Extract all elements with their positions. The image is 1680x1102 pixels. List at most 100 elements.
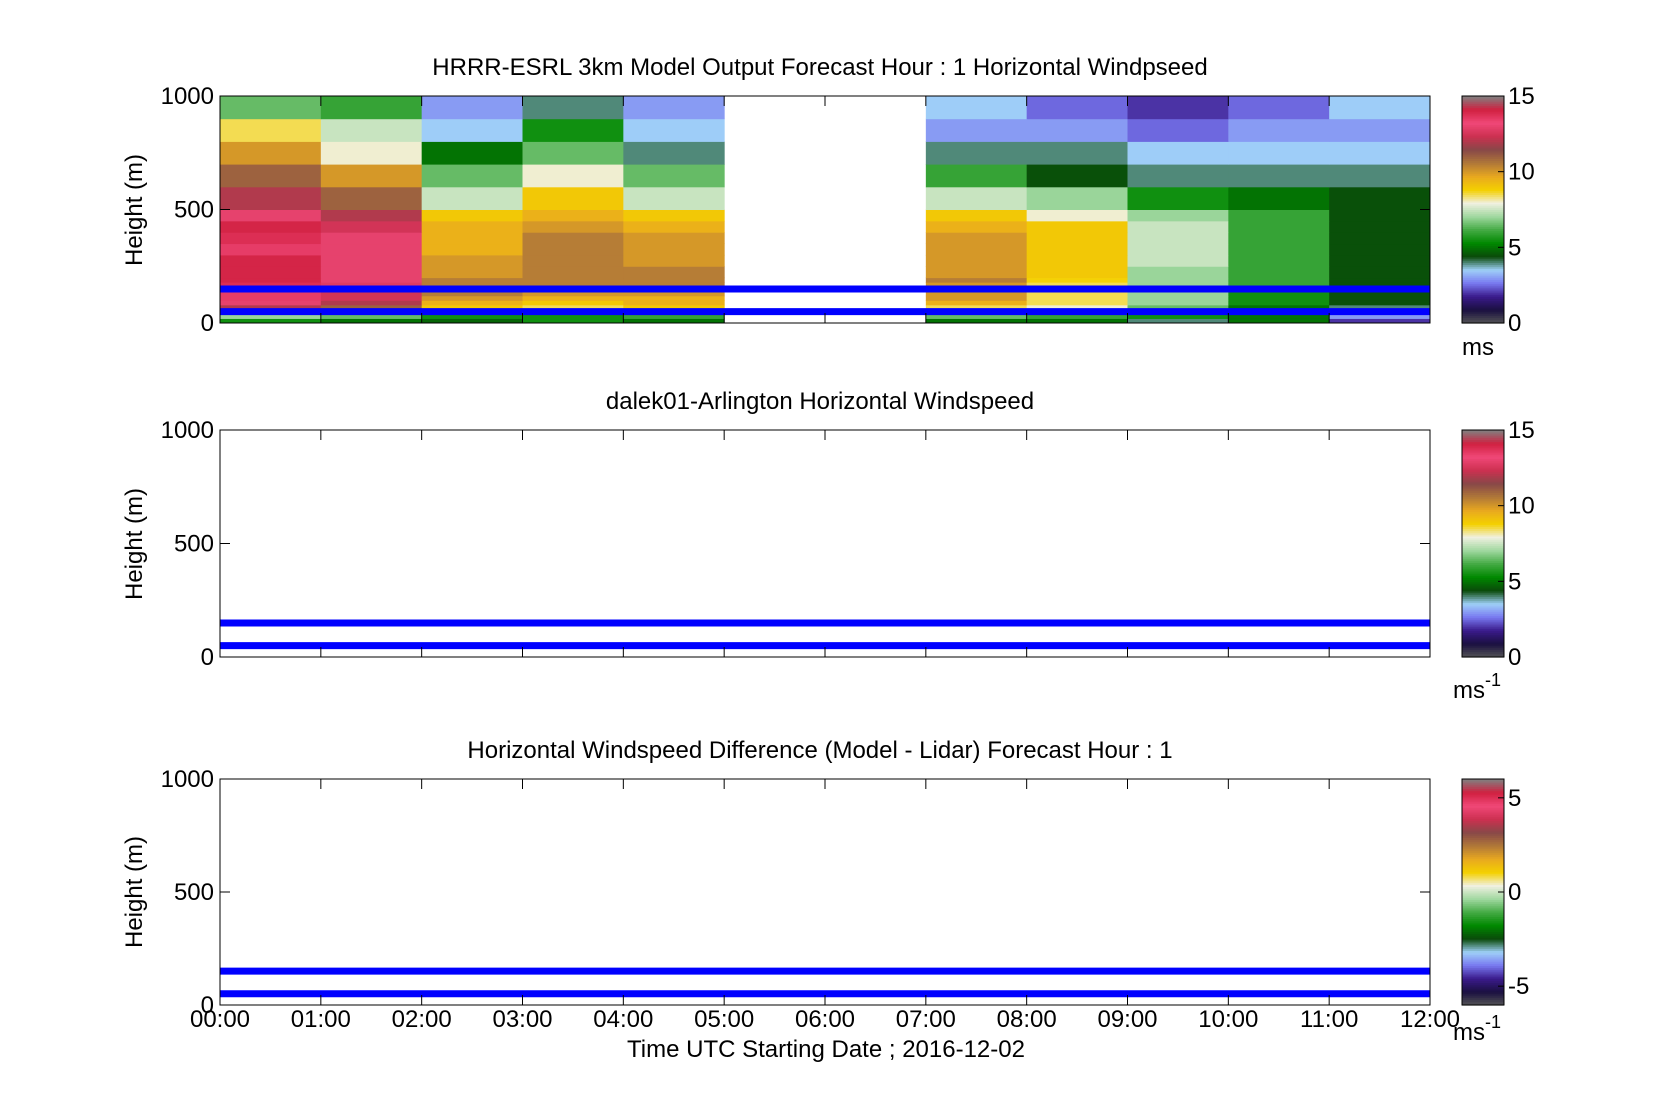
colorbar-segment [1462, 890, 1504, 893]
heatmap-cell [522, 282, 624, 288]
colorbar-segment [1462, 801, 1504, 805]
colorbar-segment [1462, 131, 1504, 135]
colorbar-segment [1462, 484, 1504, 488]
colorbar-segment [1462, 974, 1504, 978]
colorbar-segment [1462, 844, 1504, 848]
colorbar-segment [1462, 205, 1504, 209]
heatmap-cell [421, 295, 523, 301]
heatmap-cell [1228, 266, 1330, 279]
colorbar-segment [1462, 209, 1504, 212]
colorbar-segment [1462, 929, 1504, 933]
colorbar-segment [1462, 492, 1504, 495]
colorbar-segment [1462, 969, 1504, 972]
heatmap-cell [925, 295, 1028, 301]
colorbar-segment [1462, 192, 1504, 195]
colorbar-segment [1462, 156, 1504, 160]
colorbar-segment [1462, 882, 1504, 886]
y-tick-label: 1000 [161, 83, 214, 110]
colorbar-segment [1462, 959, 1504, 963]
colorbar-segment [1462, 130, 1504, 133]
heatmap-cell [925, 118, 1028, 142]
colorbar-segment [1462, 617, 1504, 620]
heatmap-cell [220, 220, 322, 233]
heatmap-cell [623, 318, 725, 324]
heatmap-cell [1329, 232, 1431, 245]
colorbar-segment [1462, 535, 1504, 539]
colorbar-segment [1462, 826, 1504, 829]
colorbar-segment [1462, 218, 1504, 222]
colorbar-segment [1462, 820, 1504, 823]
heatmap-cell [1026, 243, 1128, 256]
colorbar-segment [1462, 554, 1504, 558]
colorbar-segment [1462, 850, 1504, 854]
colorbar-segment [1462, 583, 1504, 586]
heatmap-cell [320, 254, 423, 267]
heatmap-cell [1228, 186, 1330, 210]
x-tick-label: 10:00 [1198, 1006, 1258, 1033]
colorbar-segment [1462, 511, 1504, 514]
heatmap-cell [522, 186, 624, 210]
colorbar-segment [1462, 619, 1504, 622]
colorbar-segment [1462, 226, 1504, 230]
colorbar-segment [1462, 884, 1504, 887]
colorbar-segment [1462, 792, 1504, 795]
colorbar-segment [1462, 556, 1504, 560]
heatmap-cell [421, 164, 523, 188]
colorbar-segment [1462, 179, 1504, 182]
heatmap-cell [220, 313, 322, 319]
y-axis-label: Height (m) [121, 836, 148, 948]
colorbar-segment [1462, 498, 1504, 501]
heatmap-cell [623, 266, 725, 279]
colorbar-segment [1462, 611, 1504, 615]
colorbar-segment [1462, 107, 1504, 110]
colorbar-segment [1462, 203, 1504, 207]
heatmap-cell [220, 300, 322, 306]
y-axis-label: Height (m) [121, 488, 148, 600]
colorbar-segment [1462, 636, 1504, 639]
colorbar-segment [1462, 534, 1504, 537]
colorbar-segment [1462, 579, 1504, 582]
colorbar-segment [1462, 875, 1504, 878]
heatmap-cell [1228, 254, 1330, 267]
colorbar-segment [1462, 499, 1504, 503]
heatmap-cell [320, 164, 423, 188]
colorbar-segment [1462, 145, 1504, 148]
colorbar-segment [1462, 158, 1504, 161]
colorbar-segment [1462, 568, 1504, 571]
colorbar-segment [1462, 237, 1504, 241]
colorbar-tick-label: 5 [1508, 234, 1521, 261]
heatmap-cell [623, 243, 725, 256]
heatmap-cell [320, 243, 423, 256]
colorbar-segment [1462, 564, 1504, 567]
colorbar-segment [1462, 462, 1504, 465]
heatmap-cell [1329, 186, 1431, 210]
colorbar-segment [1462, 537, 1504, 541]
y-tick-label: 0 [201, 992, 214, 1019]
colorbar-segment [1462, 220, 1504, 224]
colorbar-segment [1462, 590, 1504, 594]
colorbar-segment [1462, 254, 1504, 258]
colorbar-segment [1462, 460, 1504, 463]
colorbar-unit-exponent: -1 [1485, 670, 1501, 690]
heatmap-cell [220, 318, 322, 324]
colorbar-segment [1462, 292, 1504, 296]
colorbar-segment [1462, 311, 1504, 315]
heatmap-cell [220, 232, 322, 245]
colorbar-segment [1462, 249, 1504, 252]
heatmap-cell [925, 282, 1028, 288]
colorbar-segment [1462, 165, 1504, 169]
heatmap-cell [320, 295, 423, 301]
heatmap-cell [320, 277, 423, 283]
colorbar-segment [1462, 167, 1504, 171]
colorbar-frame [1461, 95, 1505, 324]
colorbar-segment [1462, 948, 1504, 951]
heatmap-cell [320, 282, 423, 288]
colorbar-segment [1462, 1003, 1504, 1006]
colorbar-segment [1462, 908, 1504, 912]
heatmap-cell [1127, 254, 1229, 267]
colorbar-segment [1462, 901, 1504, 904]
heatmap-cell [421, 232, 523, 245]
heatmap-cell [623, 291, 725, 297]
colorbar-segment [1462, 827, 1504, 831]
heatmap-cell [320, 318, 423, 324]
